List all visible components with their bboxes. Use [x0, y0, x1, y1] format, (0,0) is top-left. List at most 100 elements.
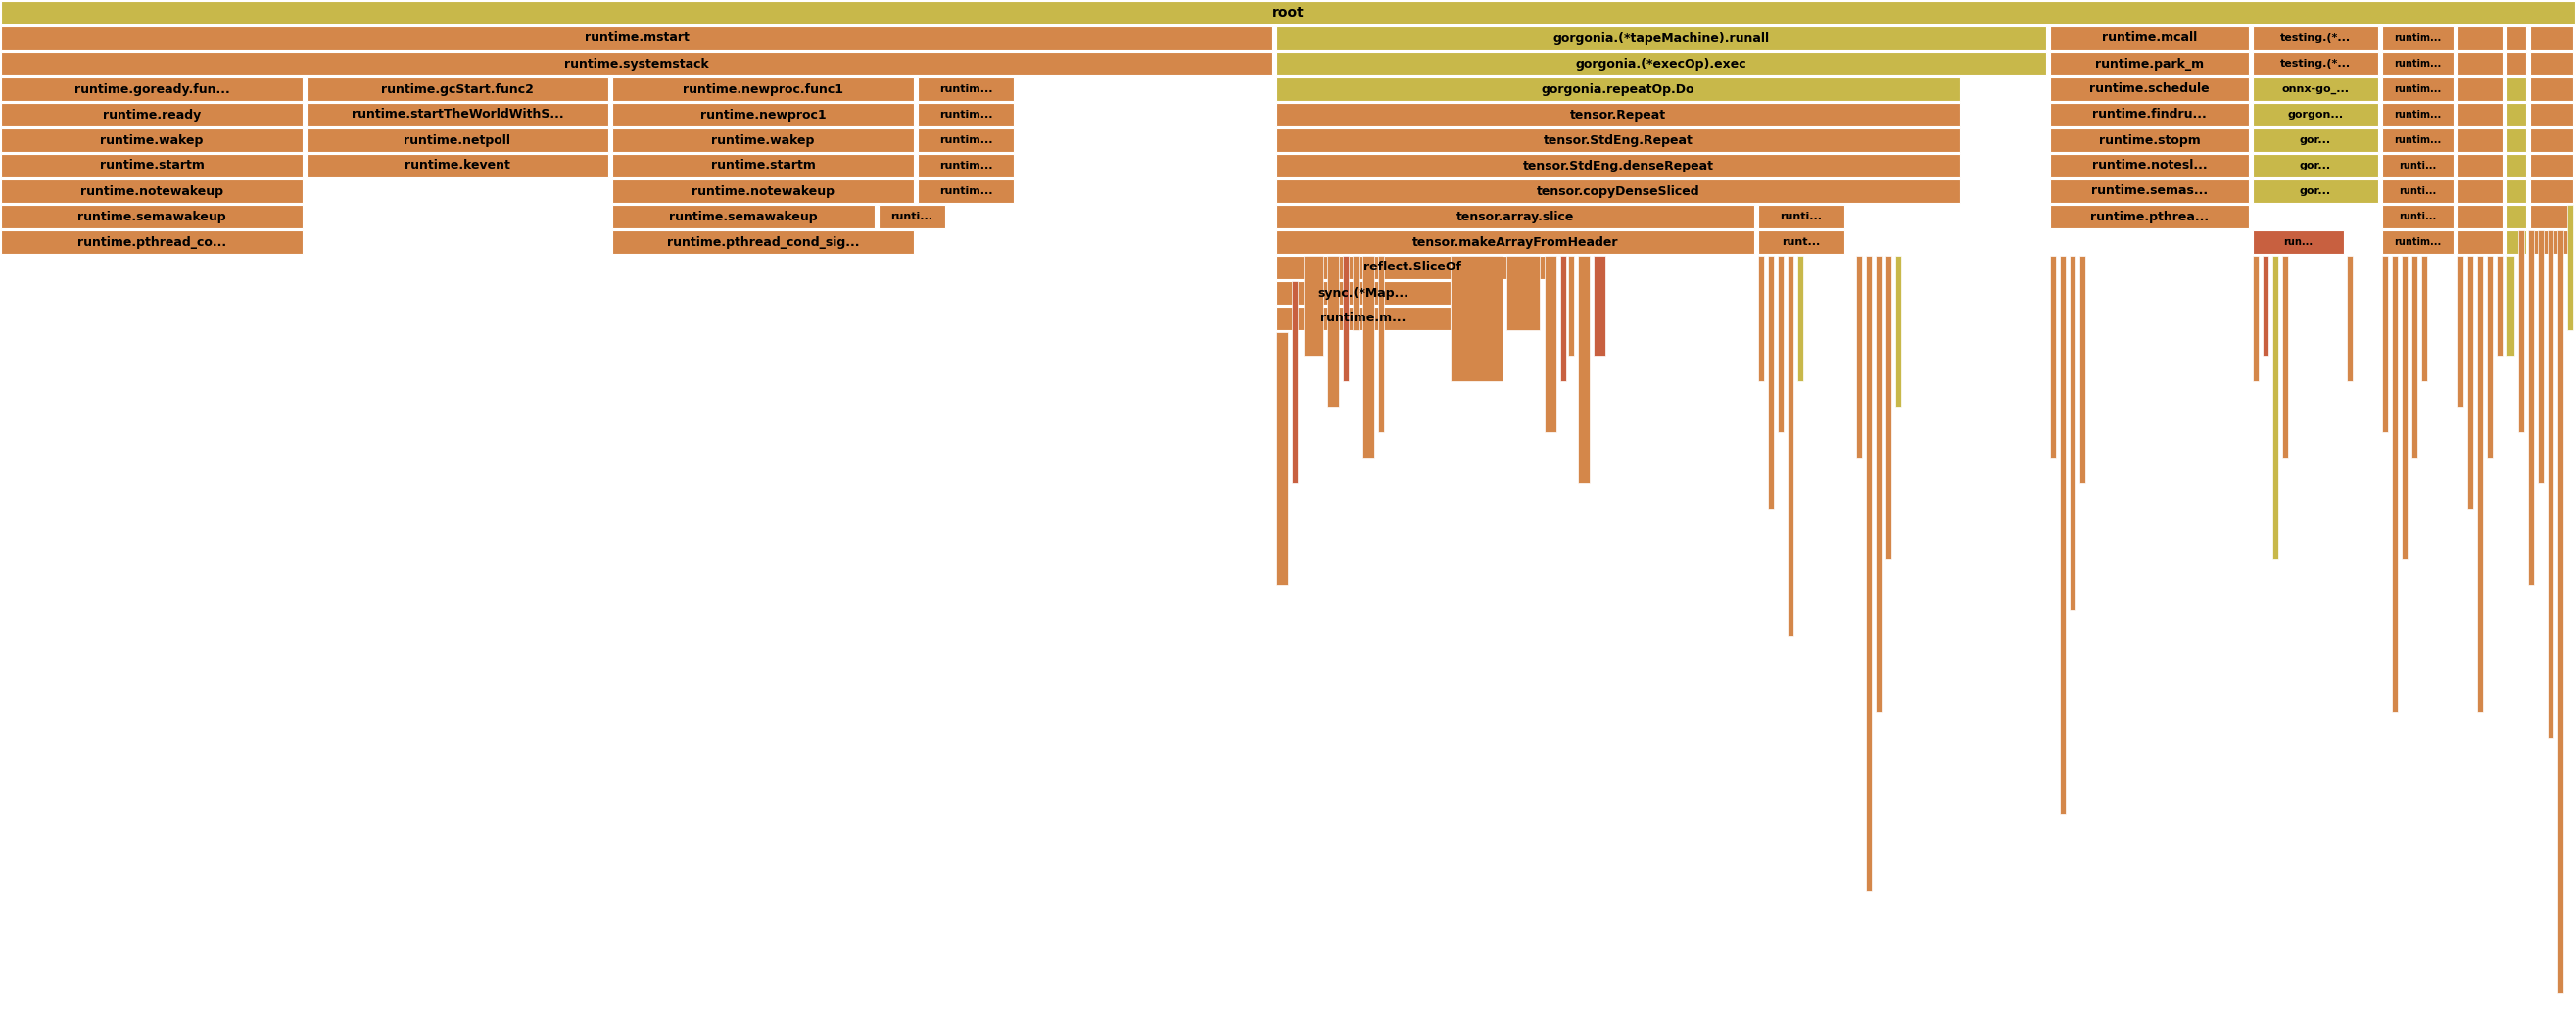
Bar: [2050, 78, 2249, 101]
Bar: [613, 205, 876, 229]
Text: runtime.startTheWorldWithS...: runtime.startTheWorldWithS...: [350, 108, 564, 121]
Bar: [2282, 255, 2287, 457]
Text: tensor.copyDenseSliced: tensor.copyDenseSliced: [1535, 185, 1700, 197]
Bar: [2401, 255, 2409, 560]
Bar: [2050, 255, 2056, 457]
Bar: [2458, 129, 2501, 152]
Text: runtim...: runtim...: [2393, 59, 2442, 68]
Text: tensor.StdEng.Repeat: tensor.StdEng.Repeat: [1543, 134, 1692, 146]
Bar: [2262, 255, 2269, 355]
Text: runti...: runti...: [891, 211, 933, 222]
Bar: [2383, 78, 2452, 101]
Text: gorgonia.(*tapeMachine).runall: gorgonia.(*tapeMachine).runall: [1553, 32, 1770, 45]
Text: runtime.ready: runtime.ready: [103, 108, 201, 121]
Bar: [2254, 154, 2378, 178]
Bar: [1275, 103, 1960, 127]
Bar: [2254, 52, 2378, 76]
Text: runtim...: runtim...: [940, 186, 992, 196]
Bar: [2506, 255, 2514, 355]
Text: gorgonia.(*execOp).exec: gorgonia.(*execOp).exec: [1577, 57, 1747, 70]
Bar: [2079, 255, 2087, 483]
Bar: [1595, 255, 1605, 355]
Text: runtim...: runtim...: [2393, 109, 2442, 119]
Bar: [1275, 205, 1754, 229]
Text: runtime.goready.fun...: runtime.goready.fun...: [75, 83, 229, 96]
Text: gorgon...: gorgon...: [2287, 109, 2344, 119]
Text: runtime.kevent: runtime.kevent: [404, 159, 510, 172]
Bar: [1759, 255, 1765, 381]
Bar: [2254, 129, 2378, 152]
Bar: [2506, 231, 2527, 254]
Text: runtime.pthread_cond_sig...: runtime.pthread_cond_sig...: [667, 236, 860, 248]
Bar: [1875, 255, 1880, 713]
Text: runtime.startm: runtime.startm: [100, 159, 204, 172]
Bar: [2411, 255, 2416, 457]
Bar: [2458, 103, 2501, 127]
Bar: [2347, 255, 2352, 381]
Text: runtime.notewakeup: runtime.notewakeup: [690, 185, 835, 197]
Bar: [2568, 205, 2573, 330]
Bar: [1865, 255, 1873, 890]
Bar: [0, 52, 1273, 76]
Bar: [2050, 129, 2249, 152]
Bar: [1275, 255, 1548, 280]
Bar: [2254, 78, 2378, 101]
Bar: [2519, 231, 2524, 432]
Text: tensor.makeArrayFromHeader: tensor.makeArrayFromHeader: [1412, 236, 1618, 248]
Bar: [307, 154, 608, 178]
Bar: [2421, 255, 2427, 381]
Text: runti...: runti...: [2398, 186, 2437, 196]
Bar: [2548, 231, 2553, 738]
Bar: [1886, 255, 1891, 560]
Text: runtime.park_m: runtime.park_m: [2094, 57, 2205, 70]
Text: runtime.newproc.func1: runtime.newproc.func1: [683, 83, 842, 96]
Bar: [2530, 205, 2573, 229]
Text: runti...: runti...: [2398, 211, 2437, 222]
Text: runtime.notesl...: runtime.notesl...: [2092, 159, 2208, 172]
Text: runtime.wakep: runtime.wakep: [711, 134, 814, 146]
Bar: [2254, 103, 2378, 127]
Text: runtime.startm: runtime.startm: [711, 159, 817, 172]
Bar: [917, 154, 1015, 178]
Bar: [2506, 78, 2527, 101]
Text: runtime.netpoll: runtime.netpoll: [404, 134, 510, 146]
Bar: [2458, 27, 2501, 50]
Bar: [613, 180, 914, 203]
Bar: [307, 103, 608, 127]
Bar: [613, 231, 914, 254]
Bar: [1303, 255, 1324, 355]
Bar: [1798, 255, 1803, 381]
Bar: [307, 129, 608, 152]
Bar: [1275, 180, 1960, 203]
Bar: [2468, 255, 2473, 508]
Bar: [2496, 255, 2501, 355]
Bar: [1759, 205, 1844, 229]
Bar: [2530, 180, 2573, 203]
Bar: [2050, 154, 2249, 178]
Bar: [2530, 103, 2573, 127]
Bar: [0, 205, 301, 229]
Text: runtime.gcStart.func2: runtime.gcStart.func2: [381, 83, 533, 96]
Bar: [2458, 180, 2501, 203]
Bar: [917, 78, 1015, 101]
Bar: [2527, 231, 2535, 585]
Text: gor...: gor...: [2300, 135, 2331, 145]
Bar: [2458, 231, 2501, 254]
Text: runtim...: runtim...: [2393, 237, 2442, 247]
Bar: [2530, 129, 2573, 152]
Bar: [2558, 231, 2563, 992]
Text: runtime.mcall: runtime.mcall: [2102, 32, 2197, 45]
Text: gorgonia.repeatOp.Do: gorgonia.repeatOp.Do: [1540, 83, 1695, 96]
Bar: [1896, 255, 1901, 406]
Text: runtime.newproc1: runtime.newproc1: [701, 108, 827, 121]
Bar: [2458, 205, 2501, 229]
Bar: [2061, 255, 2066, 815]
Bar: [1788, 255, 1793, 636]
Bar: [2383, 154, 2452, 178]
Bar: [2458, 78, 2501, 101]
Bar: [1857, 255, 1862, 457]
Text: runtim...: runtim...: [2393, 85, 2442, 94]
Text: testing.(*...: testing.(*...: [2280, 34, 2352, 43]
Bar: [2383, 231, 2452, 254]
Bar: [0, 1, 2576, 25]
